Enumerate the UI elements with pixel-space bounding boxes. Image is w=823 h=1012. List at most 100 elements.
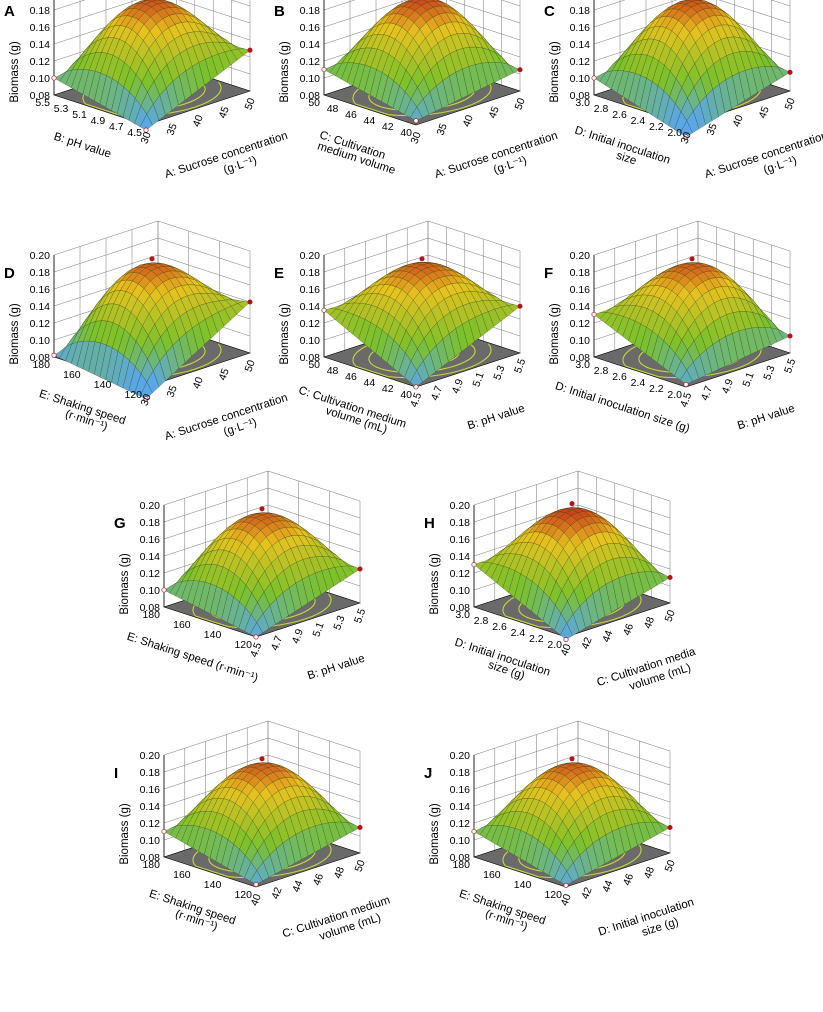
z-tick-label: 0.20	[30, 250, 51, 262]
z-tick-label: 0.18	[570, 267, 591, 279]
panel-letter: J	[424, 765, 432, 782]
x-tick-label: 42	[579, 635, 594, 650]
y-tick-label: 2.4	[511, 627, 526, 639]
z-tick-label: 0.12	[570, 56, 591, 68]
z-tick-label: 0.10	[300, 335, 321, 347]
y-tick-label: 120	[124, 389, 142, 401]
z-axis-title: Biomass (g)	[429, 803, 441, 865]
y-tick-label: 5.1	[72, 109, 87, 121]
surface-plot-b: 0.080.100.120.140.160.180.20303540455040…	[270, 0, 545, 250]
z-tick-label: 0.18	[450, 517, 471, 529]
design-point	[322, 308, 326, 312]
x-tick-label: 35	[435, 122, 450, 137]
y-tick-label: 44	[364, 115, 376, 127]
y-tick-label: 160	[483, 869, 501, 881]
x-tick-label: 5.5	[782, 357, 798, 375]
z-tick-label: 0.14	[300, 39, 321, 51]
y-tick-label: 120	[544, 889, 562, 901]
chart-panel-a: 0.080.100.120.140.160.180.2030354045504.…	[0, 0, 275, 250]
y-tick-label: 140	[514, 879, 532, 891]
z-tick-label: 0.16	[140, 534, 161, 546]
y-tick-label: 2.2	[529, 633, 544, 645]
z-tick-label: 0.14	[450, 801, 471, 813]
x-tick-label: 4.7	[429, 384, 445, 402]
z-tick-label: 0.16	[570, 22, 591, 34]
design-point	[564, 637, 568, 641]
y-tick-label: 40	[400, 127, 412, 139]
z-tick-label: 0.14	[140, 551, 161, 563]
z-tick-label: 0.16	[140, 784, 161, 796]
x-tick-label: 46	[621, 872, 636, 887]
x-tick-label: 5.3	[761, 364, 777, 382]
x-tick-label: 46	[311, 872, 326, 887]
y-tick-label: 48	[327, 103, 339, 115]
design-point	[260, 757, 264, 761]
x-tick-label: 48	[332, 865, 347, 880]
x-tick-label: 45	[217, 367, 232, 382]
y-tick-label: 46	[345, 371, 357, 383]
design-point	[570, 501, 574, 505]
x-tick-label: 4.7	[699, 384, 715, 402]
x-tick-label: 45	[757, 105, 772, 120]
y-tick-label: 3.0	[455, 609, 470, 621]
z-axis-title: Biomass (g)	[279, 41, 291, 103]
x-tick-label: 45	[487, 105, 502, 120]
y-tick-label: 4.5	[127, 127, 142, 139]
x-tick-label: 4.7	[269, 634, 285, 652]
y-tick-label: 2.8	[594, 103, 609, 115]
y-tick-label: 2.2	[649, 383, 664, 395]
y-tick-label: 5.3	[54, 103, 69, 115]
z-axis-title: Biomass (g)	[9, 303, 21, 365]
z-tick-label: 0.10	[30, 73, 51, 85]
x-tick-label: 44	[290, 879, 305, 894]
z-tick-label: 0.14	[140, 801, 161, 813]
panel-letter: D	[4, 265, 15, 282]
y-tick-label: 50	[308, 359, 320, 371]
z-tick-label: 0.14	[30, 301, 51, 313]
y-tick-label: 140	[204, 629, 222, 641]
z-tick-label: 0.16	[300, 284, 321, 296]
x-tick-label: 48	[642, 615, 657, 630]
z-tick-label: 0.20	[300, 250, 321, 262]
panel-letter: G	[114, 515, 126, 532]
y-tick-label: 2.4	[631, 115, 646, 127]
x-tick-label: 45	[217, 105, 232, 120]
z-tick-label: 0.18	[140, 767, 161, 779]
design-point	[52, 76, 56, 80]
y-tick-label: 180	[32, 359, 50, 371]
design-point	[518, 68, 522, 72]
x-tick-label: 4.9	[720, 377, 736, 395]
x-tick-label: 50	[663, 608, 678, 623]
y-tick-label: 180	[142, 609, 160, 621]
z-axis-title: Biomass (g)	[279, 303, 291, 365]
y-tick-label: 3.0	[575, 359, 590, 371]
design-point	[358, 567, 362, 571]
x-tick-label: 35	[165, 122, 180, 137]
design-point	[564, 883, 568, 887]
design-point	[570, 757, 574, 761]
z-tick-label: 0.12	[140, 818, 161, 830]
y-tick-label: 120	[234, 639, 252, 651]
z-tick-label: 0.12	[140, 568, 161, 580]
z-axis-title: Biomass (g)	[549, 41, 561, 103]
x-tick-label: 4.9	[290, 627, 306, 645]
z-tick-label: 0.10	[570, 335, 591, 347]
x-tick-label: 40	[191, 113, 206, 128]
z-tick-label: 0.16	[30, 22, 51, 34]
y-tick-label: 180	[452, 859, 470, 871]
y-tick-label: 160	[173, 869, 191, 881]
design-point	[472, 562, 476, 566]
design-point	[52, 353, 56, 357]
design-point	[260, 507, 264, 511]
x-tick-label: 5.3	[331, 614, 347, 632]
x-tick-label: 42	[579, 885, 594, 900]
design-point	[592, 312, 596, 316]
x-tick-label: 50	[243, 96, 258, 111]
x-tick-label: 35	[705, 122, 720, 137]
z-tick-label: 0.12	[570, 318, 591, 330]
y-tick-label: 2.6	[612, 109, 627, 121]
